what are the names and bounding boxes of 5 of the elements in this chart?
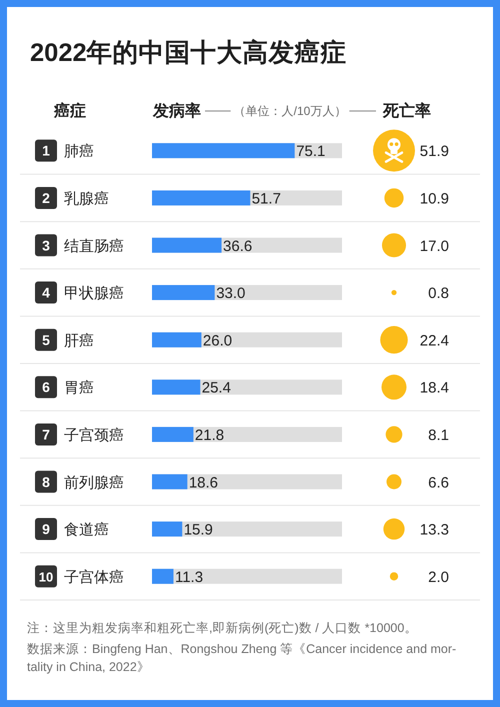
- ylabel: 癌症: [54, 103, 86, 120]
- annotation: 数据来源：Bingfeng Han、Rongshou Zheng 等《Cancer incidence and mor-tality in China, 2022》: [27, 641, 458, 676]
- title: 2022年的中国十大高发癌症: [30, 39, 347, 67]
- xlabel: （单位：人/10万人）: [234, 104, 346, 118]
- annotation: 注：这里为粗发病率和粗死亡率,即新病例(死亡)数 / 人口数 *10000。: [27, 620, 418, 637]
